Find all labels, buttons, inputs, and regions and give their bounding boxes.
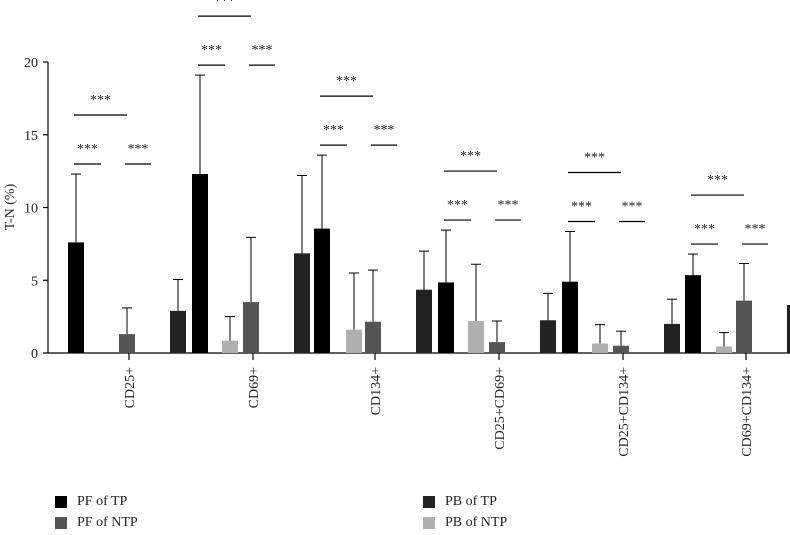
legend-swatch-pb-of-tp (423, 496, 435, 508)
y-tick-label-15: 15 (24, 129, 38, 144)
x-tick-label-cd134: CD134+ (369, 367, 384, 415)
significance-label-cd25-tp: *** (90, 93, 111, 108)
significance-label-cd69-cd134-tp: *** (707, 173, 728, 188)
bar-cd134-pb-of-ntp (468, 320, 484, 353)
legend-item-pf-of-tp: PF of TP (55, 494, 127, 510)
bar-cd25-cd134-pf-of-tp (562, 281, 578, 353)
significance-label-cd25-cd134-pf: *** (571, 200, 592, 215)
bar-cd25-cd134-pf-of-ntp (613, 345, 629, 353)
significance-label-cd25-cd69-tp: *** (460, 149, 481, 164)
significance-label-cd25-cd134-tp: *** (584, 151, 605, 166)
x-tick-label-cd69-cd134: CD69+CD134+ (740, 367, 755, 457)
legend-item-pb-of-tp: PB of TP (423, 494, 497, 510)
legend-label-pb-of-ntp: PB of NTP (445, 515, 508, 530)
y-tick-label-5: 5 (31, 274, 38, 289)
significance-label-cd69-cd134-pf: *** (694, 222, 715, 237)
significance-label-cd25-cd69-pf: *** (447, 198, 468, 213)
legend-label-pb-of-tp: PB of TP (445, 494, 497, 509)
significance-label-cd69-pf: *** (201, 43, 222, 58)
bar-cd25-cd134-pb-of-ntp (716, 346, 732, 353)
legend-item-pf-of-ntp: PF of NTP (55, 515, 138, 531)
x-tick-label-cd25-cd69: CD25+CD69+ (493, 367, 508, 450)
bar-cd25-pb-of-ntp (222, 340, 238, 353)
bar-cd25-pb-of-tp (170, 310, 186, 353)
significance-label-cd25-cd134-pb: *** (622, 200, 643, 215)
bar-cd69-pb-of-ntp (346, 329, 362, 353)
legend-swatch-pb-of-ntp (423, 517, 435, 529)
significance-label-cd25-cd69-pb: *** (498, 198, 519, 213)
bar-cd69-pf-of-ntp (243, 302, 259, 353)
significance-label-cd69-cd134-pb: *** (745, 222, 766, 237)
legend-swatch-pf-of-tp (55, 496, 67, 508)
significance-label-cd25-pf: *** (77, 142, 98, 157)
legend-item-pb-of-ntp: PB of NTP (423, 515, 507, 531)
bar-cd25-pf-of-ntp (119, 334, 135, 353)
bar-cd69-pb-of-tp (294, 253, 310, 353)
bar-cd69-pf-of-tp (192, 174, 208, 353)
bar-cd69-cd134-pf-of-tp (685, 275, 701, 353)
legend-swatch-pf-of-ntp (55, 517, 67, 529)
y-tick-label-20: 20 (24, 56, 38, 71)
bar-cd69-cd134-pf-of-ntp (736, 300, 752, 353)
legend-label-pf-of-tp: PF of TP (77, 494, 128, 509)
bar-cd134-pf-of-ntp (365, 321, 381, 353)
significance-label-cd69-tp: *** (214, 0, 235, 9)
y-tick-label-0: 0 (31, 347, 38, 362)
bar-cd25-cd69-pb-of-ntp (592, 343, 608, 353)
bar-cd25-cd69-pf-of-tp (438, 282, 454, 353)
bar-cd25-cd69-pf-of-ntp (489, 342, 505, 353)
significance-label-cd134-pf: *** (323, 123, 344, 138)
bar-cd69-cd134-pb-of-tp (787, 304, 790, 353)
bar-cd25-pf-of-tp (68, 242, 84, 353)
y-axis-label: T-N (%) (3, 183, 18, 230)
bar-cd134-pb-of-tp (416, 289, 432, 353)
y-tick-label-10: 10 (24, 202, 38, 217)
x-tick-label-cd69: CD69+ (247, 367, 262, 408)
significance-label-cd134-tp: *** (336, 74, 357, 89)
legend-label-pf-of-ntp: PF of NTP (77, 515, 138, 530)
significance-label-cd69-pb: *** (252, 43, 273, 58)
significance-label-cd134-pb: *** (374, 123, 395, 138)
bar-cd134-pf-of-tp (314, 228, 330, 353)
significance-label-cd25-pb: *** (128, 142, 149, 157)
bar-cd25-cd69-pb-of-tp (540, 320, 556, 353)
x-tick-label-cd25-cd134: CD25+CD134+ (617, 367, 632, 457)
x-tick-label-cd25: CD25+ (123, 367, 138, 408)
bar-cd25-cd134-pb-of-tp (664, 323, 680, 353)
